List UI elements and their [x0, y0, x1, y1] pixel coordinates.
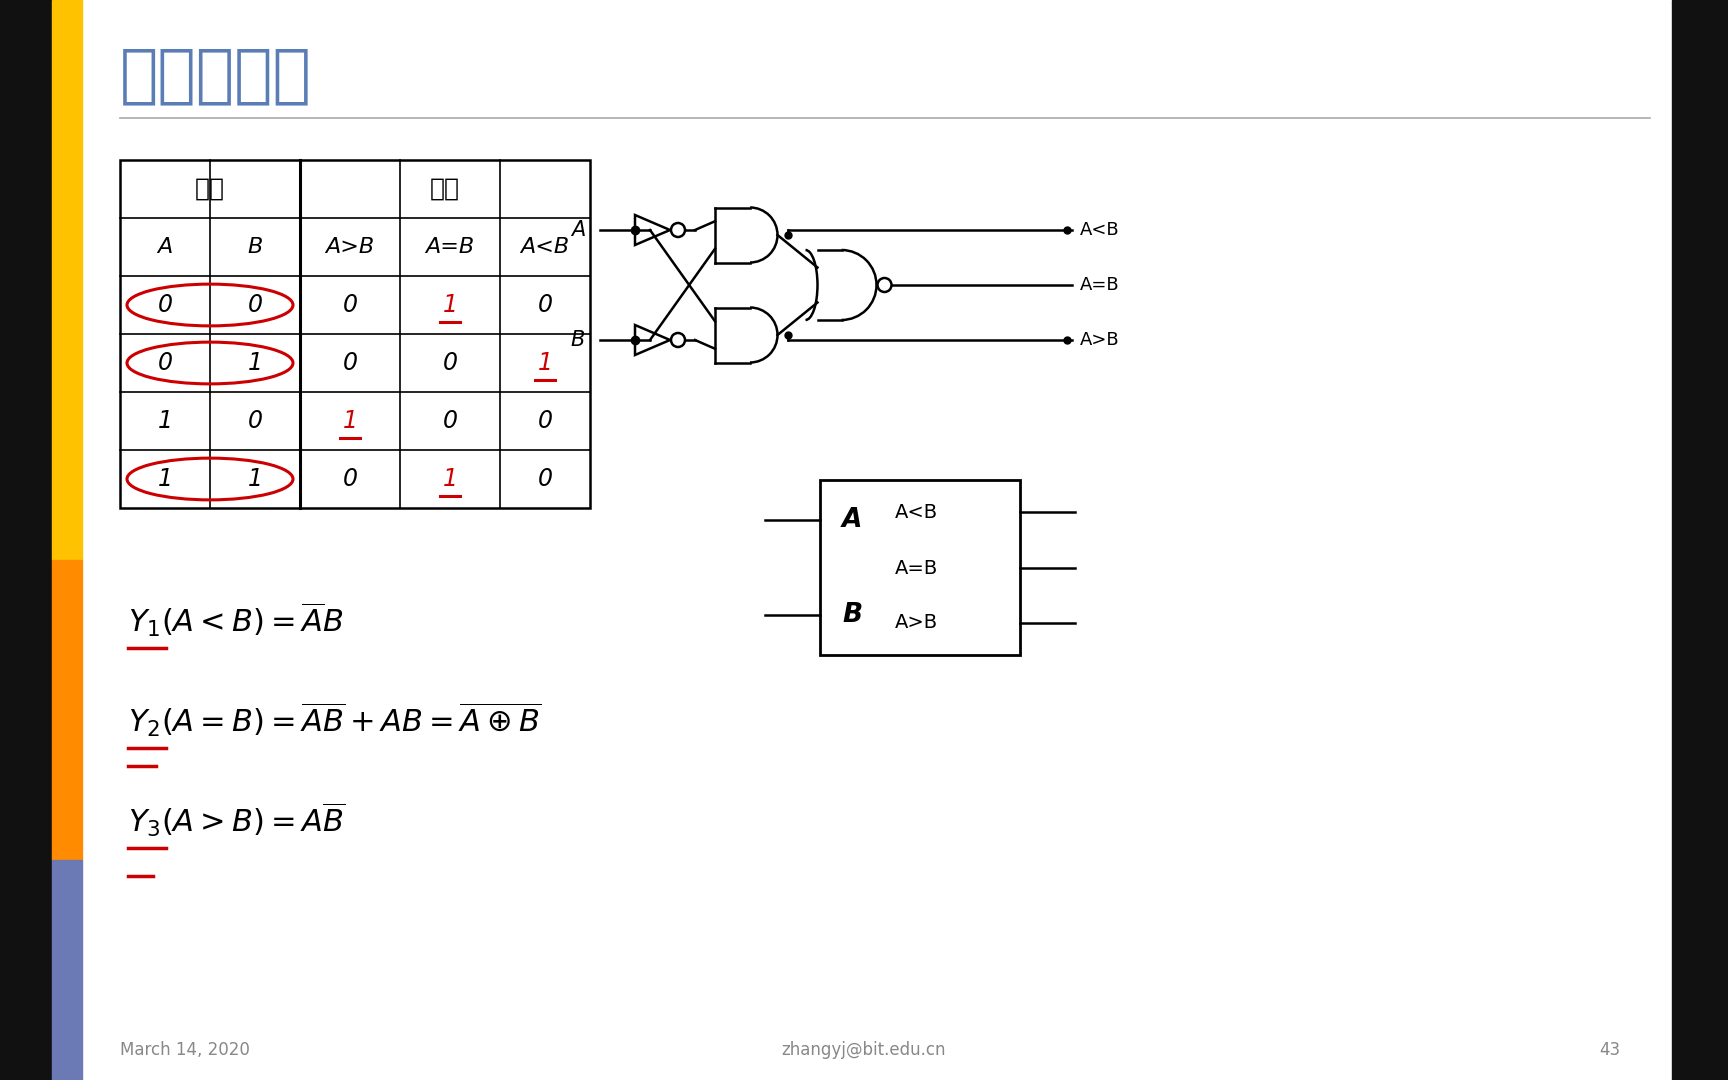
Text: 0: 0	[342, 467, 358, 491]
Text: B: B	[570, 330, 586, 350]
Text: 0: 0	[342, 351, 358, 375]
Bar	[0, 0, 52, 1080]
Text: $Y_3(A > B) = A\overline{B}$: $Y_3(A > B) = A\overline{B}$	[128, 800, 346, 839]
Text: 输入: 输入	[195, 177, 225, 201]
Text: A<B: A<B	[895, 502, 938, 522]
Text: 1: 1	[442, 293, 458, 318]
Text: zhangyj@bit.edu.cn: zhangyj@bit.edu.cn	[781, 1041, 947, 1059]
Text: 1: 1	[247, 351, 263, 375]
Text: 1: 1	[157, 409, 173, 433]
Text: A: A	[842, 507, 862, 534]
Text: 0: 0	[157, 351, 173, 375]
Text: A<B: A<B	[1080, 221, 1120, 239]
Text: 1: 1	[537, 351, 553, 375]
Bar	[52, 0, 81, 561]
Text: 1: 1	[342, 409, 358, 433]
Text: 43: 43	[1598, 1041, 1621, 1059]
Text: 1: 1	[442, 467, 458, 491]
Text: 0: 0	[537, 409, 553, 433]
Text: A=B: A=B	[895, 558, 938, 578]
Bar	[821, 480, 1020, 654]
Text: 0: 0	[157, 293, 173, 318]
Text: A=B: A=B	[425, 237, 475, 257]
Text: B: B	[247, 237, 263, 257]
Text: 0: 0	[537, 467, 553, 491]
Text: A=B: A=B	[1080, 276, 1120, 294]
Text: March 14, 2020: March 14, 2020	[119, 1041, 251, 1059]
Text: B: B	[842, 602, 862, 627]
Text: $Y_2(A = B) = \overline{A}\overline{B} + AB = \overline{A \oplus B}$: $Y_2(A = B) = \overline{A}\overline{B} +…	[128, 701, 541, 740]
Text: 0: 0	[247, 293, 263, 318]
Text: 1: 1	[157, 467, 173, 491]
Text: 0: 0	[442, 409, 458, 433]
Text: A>B: A>B	[1080, 330, 1120, 349]
Bar	[52, 561, 81, 860]
Text: A>B: A>B	[325, 237, 375, 257]
Text: 数值比较器: 数值比较器	[119, 44, 311, 106]
Text: 0: 0	[537, 293, 553, 318]
Text: 0: 0	[247, 409, 263, 433]
Text: 0: 0	[442, 351, 458, 375]
Bar	[1673, 0, 1728, 1080]
Text: $Y_1(A < B) = \overline{A}B$: $Y_1(A < B) = \overline{A}B$	[128, 600, 344, 639]
Text: A: A	[570, 220, 586, 240]
Text: A>B: A>B	[895, 613, 938, 633]
Bar	[119, 160, 589, 508]
Bar	[52, 860, 81, 1080]
Text: 1: 1	[247, 467, 263, 491]
Text: 0: 0	[342, 293, 358, 318]
Text: A<B: A<B	[520, 237, 570, 257]
Text: 输出: 输出	[430, 177, 460, 201]
Text: A: A	[157, 237, 173, 257]
